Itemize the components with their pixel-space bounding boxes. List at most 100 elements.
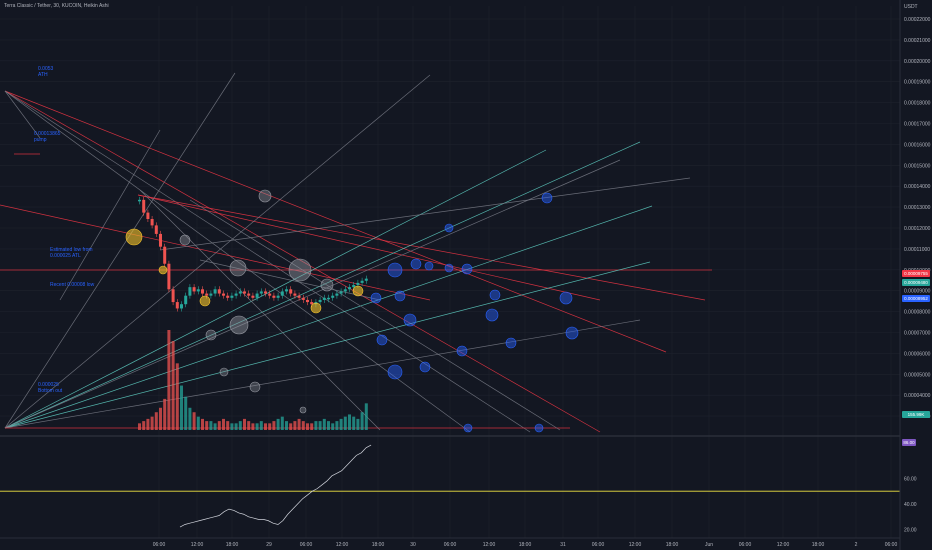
- price-tick-label: 0.00021000: [904, 38, 931, 44]
- circle-marker: [199, 295, 211, 307]
- indicator-tag: 86.00: [902, 439, 916, 446]
- candle-body: [209, 293, 213, 296]
- circle-marker: [424, 261, 434, 271]
- time-tick-label: 18:00: [666, 542, 679, 548]
- circle-marker: [534, 423, 544, 433]
- price-tick-label: 0.00022000: [904, 17, 931, 23]
- volume-bar: [301, 421, 305, 430]
- candle-body: [352, 285, 356, 288]
- price-tick-label: 0.00013000: [904, 205, 931, 211]
- price-tag-close: 0.00009480: [902, 279, 930, 286]
- circle-marker: [310, 302, 322, 314]
- volume-bar: [213, 423, 217, 430]
- time-tick-label: 06:00: [153, 542, 166, 548]
- trend-line: [4, 90, 41, 139]
- trend-line: [137, 194, 706, 301]
- time-tick-label: 12:00: [629, 542, 642, 548]
- circle-marker: [559, 291, 573, 305]
- circle-marker: [229, 315, 249, 335]
- time-tick-label: 12:00: [336, 542, 349, 548]
- volume-bar: [192, 412, 196, 430]
- volume-bar: [255, 423, 259, 430]
- candle-body: [230, 295, 234, 298]
- candle-body: [167, 263, 171, 290]
- volume-bar: [327, 421, 330, 430]
- trend-line: [4, 319, 641, 429]
- annotation-ath: 0.0053 ATH: [38, 66, 54, 78]
- time-axis[interactable]: 06:00 12:00 18:00 29 06:00 12:00 18:00 30 06:00 1…: [0, 537, 900, 548]
- candle-body: [217, 289, 221, 294]
- price-tick-label: 0.00012000: [904, 226, 931, 232]
- trend-line: [139, 189, 381, 431]
- circle-marker: [158, 265, 168, 275]
- candle-body: [238, 291, 242, 294]
- trend-line: [4, 149, 547, 429]
- candle-body: [348, 287, 351, 290]
- price-tick-label: 0.00014000: [904, 184, 931, 190]
- candle-body: [272, 295, 276, 298]
- volume-bar: [188, 407, 192, 430]
- volume-bar: [343, 416, 347, 430]
- time-tick-label: 18:00: [519, 542, 532, 548]
- candle-body: [234, 293, 238, 296]
- volume-bar: [264, 423, 267, 430]
- candle-body: [264, 291, 267, 294]
- volume-bar: [184, 396, 188, 430]
- candle-body: [289, 289, 293, 294]
- volume-bar: [259, 421, 263, 430]
- volume-tag: 155.99K: [902, 411, 930, 418]
- volume-bar: [226, 421, 230, 430]
- volume-bar: [175, 363, 179, 430]
- indicator-pane: [0, 444, 900, 528]
- annotation-bottom: 0.000025 Bottom out: [38, 382, 63, 394]
- volume-bar: [293, 421, 297, 430]
- volume-bar: [318, 421, 322, 430]
- volume-bar: [150, 416, 154, 430]
- circle-marker: [403, 313, 417, 327]
- volume-bar: [251, 423, 255, 430]
- candle-body: [297, 295, 301, 298]
- candle-body: [339, 291, 343, 294]
- candle-body: [335, 293, 339, 296]
- price-tick-label: 0.00017000: [904, 122, 931, 128]
- volume-bar: [142, 421, 146, 430]
- candle-body: [159, 233, 162, 247]
- candle-body: [322, 297, 326, 300]
- volume-bar: [339, 418, 343, 430]
- indicator-tick-label: 20.00: [904, 528, 917, 534]
- volume-bars: [138, 330, 368, 430]
- volume-bar: [209, 421, 213, 430]
- volume-bar: [331, 423, 335, 430]
- price-tick-label: 0.00015000: [904, 163, 931, 169]
- candle-body: [205, 293, 209, 296]
- candle-body: [247, 293, 251, 296]
- volume-bar: [314, 421, 318, 430]
- price-tick-label: 0.00007000: [904, 331, 931, 337]
- time-tick-label: 12:00: [483, 542, 496, 548]
- circle-marker: [125, 228, 143, 246]
- circle-marker: [565, 326, 579, 340]
- volume-bar: [247, 421, 251, 430]
- volume-bar: [268, 423, 272, 430]
- candle-body: [243, 291, 246, 294]
- candle-body: [188, 287, 192, 296]
- volume-bar: [360, 412, 364, 430]
- price-tick-label: 0.00016000: [904, 142, 931, 148]
- candle-body: [318, 299, 322, 303]
- candle-body: [285, 289, 288, 292]
- circle-marker: [205, 329, 217, 341]
- candle-body: [259, 291, 263, 294]
- price-tick-label: 0.00005000: [904, 372, 931, 378]
- time-tick-label: 2: [855, 542, 858, 548]
- trend-line: [4, 141, 641, 429]
- indicator-axis[interactable]: 60.00 40.00 20.00: [904, 476, 917, 533]
- candle-body: [201, 289, 204, 294]
- price-tick-label: 0.00004000: [904, 393, 931, 399]
- circle-marker: [456, 345, 468, 357]
- trend-line: [4, 72, 236, 429]
- time-tick-label: 06:00: [444, 542, 457, 548]
- circle-marker: [444, 223, 454, 233]
- trend-line: [4, 90, 531, 433]
- circle-marker: [394, 290, 406, 302]
